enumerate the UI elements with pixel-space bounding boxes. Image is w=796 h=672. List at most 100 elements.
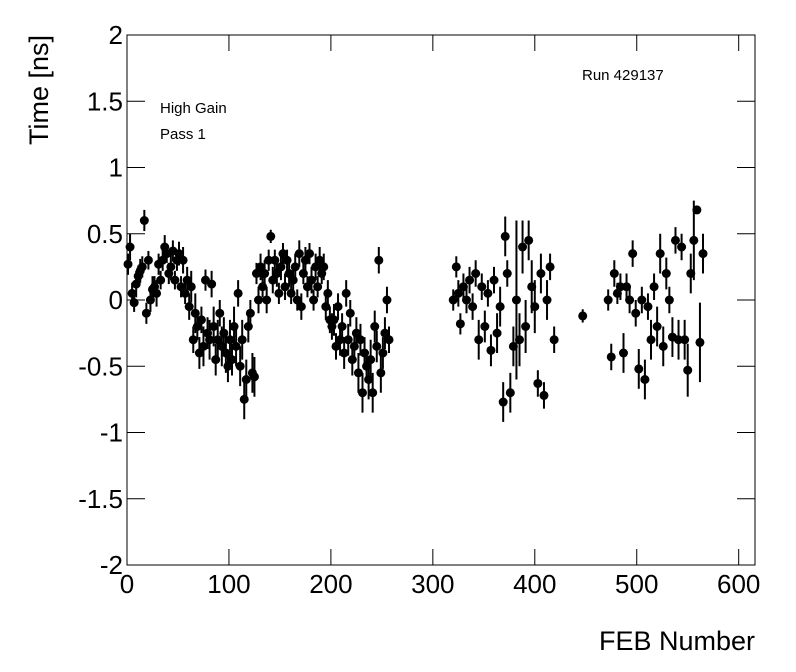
- data-point: [223, 361, 233, 371]
- data-point: [355, 335, 365, 345]
- data-point: [549, 335, 559, 345]
- data-point: [376, 368, 386, 378]
- data-point: [190, 308, 200, 318]
- data-point: [358, 388, 367, 398]
- data-point: [455, 319, 465, 329]
- data-point: [664, 295, 674, 305]
- y-tick-label: 1: [109, 153, 123, 183]
- data-point: [329, 315, 339, 325]
- data-point: [609, 269, 619, 278]
- data-point: [227, 355, 237, 365]
- data-point: [178, 255, 188, 265]
- data-point: [453, 288, 463, 298]
- data-point: [209, 322, 219, 331]
- data-point: [307, 275, 317, 285]
- data-point: [495, 302, 505, 312]
- data-point: [262, 295, 272, 305]
- data-point: [483, 288, 493, 298]
- y-tick-label: 2: [109, 20, 123, 50]
- data-point: [276, 262, 286, 272]
- data-point: [374, 255, 384, 265]
- data-point: [698, 249, 708, 259]
- data-point: [237, 335, 247, 345]
- data-point: [370, 322, 380, 331]
- x-tick-label: 500: [615, 569, 658, 599]
- data-point: [372, 341, 382, 351]
- data-point: [152, 288, 162, 298]
- y-tick-label: -0.5: [78, 351, 123, 381]
- data-point: [606, 352, 616, 362]
- data-point: [274, 288, 284, 298]
- data-point: [518, 242, 528, 252]
- data-point: [360, 348, 370, 358]
- data-point: [143, 255, 153, 265]
- data-point: [123, 259, 133, 269]
- data-point: [156, 275, 166, 285]
- data-point: [294, 249, 304, 259]
- data-point: [353, 368, 363, 378]
- data-point: [166, 262, 176, 272]
- x-tick-label: 600: [717, 569, 760, 599]
- data-point: [643, 302, 653, 312]
- data-point: [245, 308, 255, 318]
- data-point: [505, 388, 515, 398]
- data-point: [631, 308, 641, 318]
- data-point: [652, 322, 662, 331]
- data-point: [451, 262, 461, 272]
- data-point: [311, 262, 321, 272]
- data-point: [347, 355, 357, 365]
- data-point: [515, 335, 524, 345]
- data-point: [486, 345, 496, 355]
- data-point: [284, 269, 294, 278]
- x-tick-label: 400: [513, 569, 556, 599]
- data-point: [292, 295, 302, 305]
- data-point: [670, 235, 680, 245]
- data-point: [296, 302, 306, 312]
- data-point: [174, 249, 184, 259]
- data-point: [256, 262, 266, 272]
- data-point: [215, 308, 225, 318]
- data-point: [278, 249, 288, 259]
- data-point: [241, 375, 251, 384]
- y-tick-label: -1.5: [78, 484, 123, 514]
- data-point: [211, 355, 221, 365]
- data-point: [628, 249, 638, 259]
- data-point: [219, 328, 229, 338]
- data-point: [489, 275, 499, 285]
- data-point: [239, 394, 249, 404]
- data-point: [288, 275, 298, 285]
- data-point: [695, 337, 705, 347]
- data-point: [129, 298, 139, 308]
- data-point: [249, 372, 259, 382]
- gain-label: High Gain: [160, 100, 227, 117]
- data-point: [139, 216, 149, 225]
- data-point: [313, 282, 323, 292]
- data-point: [498, 397, 508, 407]
- data-point: [341, 288, 351, 298]
- y-tick-label: 1.5: [87, 86, 123, 116]
- data-point: [603, 295, 613, 305]
- data-point: [302, 282, 312, 292]
- data-point: [196, 315, 206, 325]
- data-point: [198, 341, 208, 351]
- data-point: [337, 322, 347, 331]
- data-point: [272, 269, 282, 278]
- data-point: [500, 231, 510, 241]
- data-point: [251, 269, 261, 278]
- data-point: [536, 269, 546, 278]
- data-point: [680, 335, 690, 345]
- data-point: [194, 348, 204, 358]
- data-point: [343, 335, 353, 345]
- data-point: [655, 249, 665, 259]
- data-point: [661, 269, 671, 278]
- data-point: [254, 295, 264, 305]
- data-point: [384, 335, 394, 345]
- data-point: [300, 255, 310, 265]
- data-point: [243, 322, 253, 331]
- data-point: [625, 295, 635, 305]
- data-point: [186, 282, 196, 292]
- data-point: [184, 302, 194, 312]
- x-tick-label: 200: [309, 569, 352, 599]
- data-point: [637, 295, 647, 305]
